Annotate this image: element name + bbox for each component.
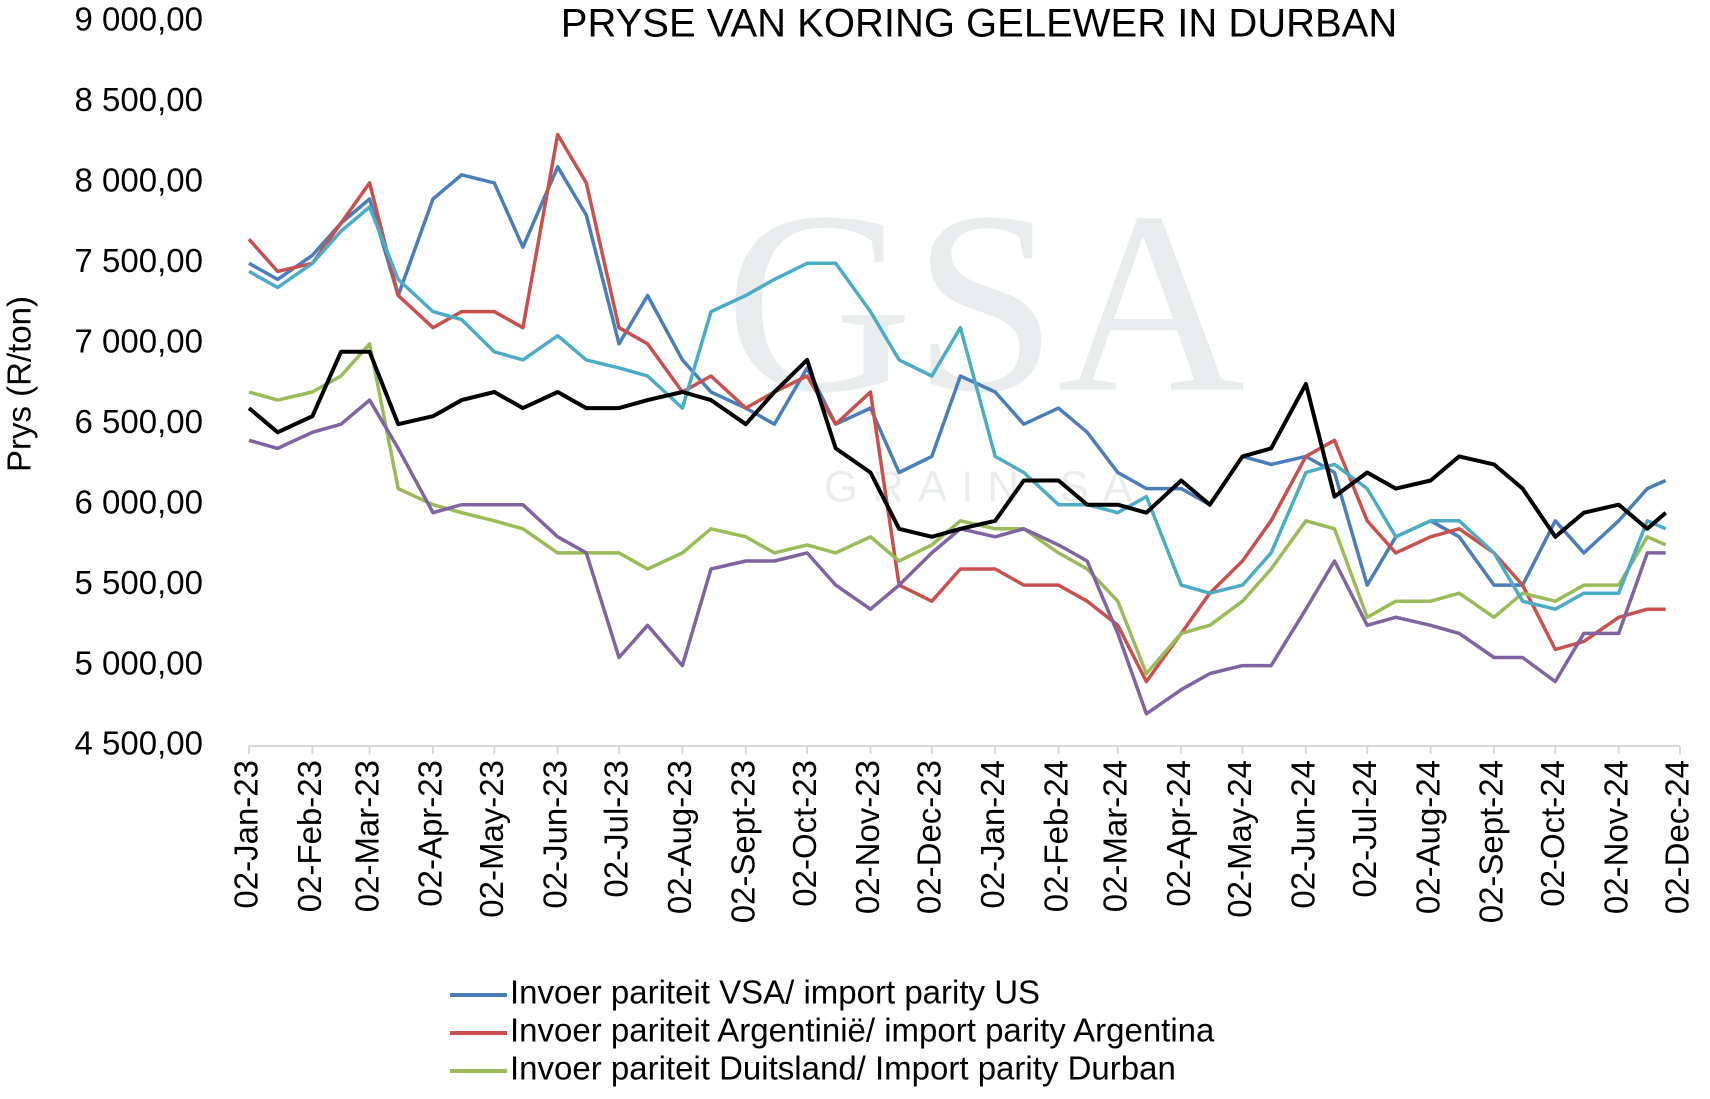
legend-label: Invoer pariteit Argentinië/ import parit… [510, 1012, 1215, 1049]
y-tick-label: 4 500,00 [75, 725, 203, 762]
x-tick-label: 02-Dec-24 [1659, 760, 1696, 914]
x-tick-label: 02-Aug-24 [1409, 760, 1446, 914]
x-tick-label: 02-May-23 [473, 760, 510, 918]
y-tick-label: 6 500,00 [75, 403, 203, 440]
x-tick-label: 02-Dec-23 [911, 760, 948, 914]
x-tick-label: 02-Jul-24 [1346, 760, 1383, 898]
y-tick-label: 9 000,00 [75, 1, 203, 38]
series-line [248, 398, 1666, 716]
x-tick-label: 02-Jun-23 [536, 760, 573, 909]
series-line [247, 349, 1668, 539]
x-tick-label: 02-Mar-24 [1097, 760, 1134, 912]
series-line [248, 342, 1667, 676]
x-tick-label: 02-Feb-23 [291, 760, 328, 912]
x-tick-label: 02-Jun-24 [1285, 760, 1322, 909]
x-tick-label: 02-Nov-23 [849, 760, 886, 914]
x-tick-label: 02-Feb-24 [1037, 760, 1074, 912]
series-line [247, 132, 1666, 684]
y-tick-label: 7 500,00 [75, 242, 203, 279]
series-line [248, 165, 1667, 587]
x-tick-label: 02-Oct-24 [1534, 760, 1571, 907]
series-line [248, 205, 1667, 611]
x-tick-label: 02-Jul-23 [598, 760, 635, 898]
x-tick-label: 02-Sept-23 [724, 760, 761, 923]
legend-label: Invoer pariteit VSA/ import parity US [510, 974, 1040, 1011]
y-tick-label: 5 000,00 [75, 644, 203, 681]
legend-label: Invoer pariteit Duitsland/ Import parity… [510, 1050, 1176, 1087]
x-tick-label: 02-Aug-23 [661, 760, 698, 914]
watermark: GSA [725, 159, 1245, 447]
x-tick-label: 02-Mar-23 [348, 760, 385, 912]
y-tick-label: 7 000,00 [75, 322, 203, 359]
x-tick-label: 02-Apr-23 [412, 760, 449, 907]
x-tick-label: 02-Nov-24 [1597, 760, 1634, 914]
y-axis-label: Prys (R/ton) [1, 296, 38, 472]
x-tick-label: 02-Oct-23 [786, 760, 823, 907]
x-tick-label: 02-Sept-24 [1473, 760, 1510, 923]
y-tick-label: 8 000,00 [75, 162, 203, 199]
y-tick-label: 8 500,00 [75, 81, 203, 118]
x-tick-label: 02-Jan-23 [228, 760, 265, 909]
y-tick-label: 6 000,00 [75, 483, 203, 520]
chart-title: PRYSE VAN KORING GELEWER IN DURBAN [561, 2, 1397, 46]
x-tick-label: 02-Jan-24 [974, 760, 1011, 909]
x-tick-label: 02-May-24 [1221, 760, 1258, 918]
x-tick-label: 02-Apr-24 [1160, 760, 1197, 907]
y-tick-label: 5 500,00 [75, 564, 203, 601]
